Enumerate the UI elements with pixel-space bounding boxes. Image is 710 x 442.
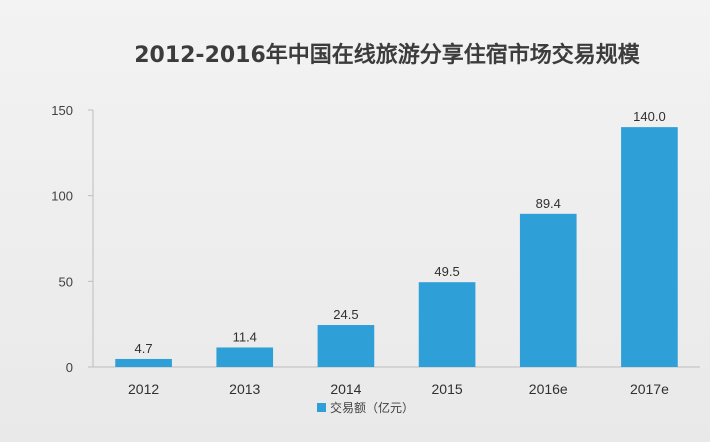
bar-2012 (115, 358, 172, 367)
data-label-2016e: 89.4 (536, 196, 561, 211)
x-tick-label-2013: 2013 (229, 381, 260, 397)
bar-2017e (621, 127, 678, 367)
data-label-2017e: 140.0 (633, 109, 666, 124)
y-tick-label: 50 (59, 274, 73, 289)
y-axis: 0 50 100 150 (51, 103, 94, 375)
legend: 交易额（亿元） (317, 400, 414, 415)
x-tick-label-2017e: 2017e (630, 381, 669, 397)
x-axis: 2012 2013 2014 2015 2016e 2017e (93, 366, 700, 397)
bar-2013 (216, 347, 274, 367)
data-label-2012: 4.7 (135, 341, 153, 356)
x-tick-label-2012: 2012 (128, 381, 159, 397)
bars-group: 4.7 11.4 24.5 49.5 89.4 140.0 (115, 109, 678, 367)
x-tick-label-2014: 2014 (330, 381, 361, 397)
y-tick-label: 150 (51, 103, 73, 118)
chart-title: 2012-2016年中国在线旅游分享住宿市场交易规模 (134, 42, 641, 68)
legend-label: 交易额（亿元） (330, 400, 414, 415)
legend-swatch (317, 403, 326, 412)
bar-2015 (418, 282, 476, 367)
data-label-2015: 49.5 (434, 264, 459, 279)
y-tick-label: 100 (51, 189, 73, 204)
x-tick-label-2015: 2015 (432, 381, 463, 397)
x-tick-label-2016e: 2016e (529, 381, 568, 397)
data-label-2013: 11.4 (233, 329, 257, 344)
data-label-2014: 24.5 (333, 307, 358, 322)
bar-2014 (317, 325, 375, 367)
bar-2016e (519, 213, 577, 367)
y-tick-label: 0 (66, 360, 73, 375)
